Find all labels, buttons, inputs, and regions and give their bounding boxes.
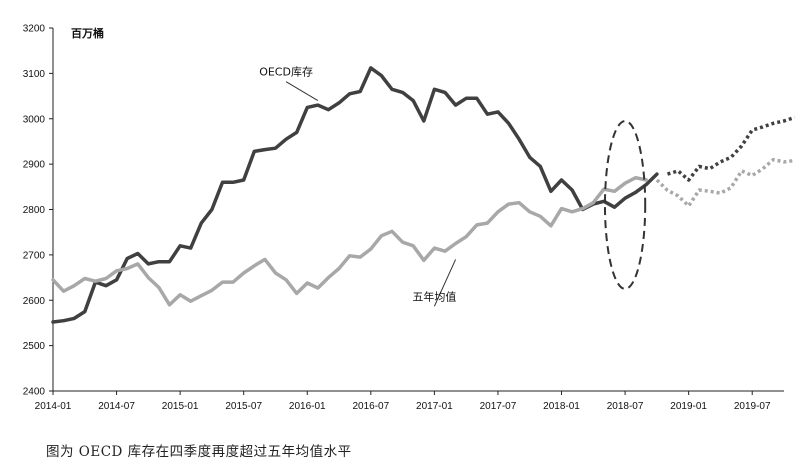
x-tick-label: 2016-01: [289, 401, 326, 412]
oecd-inventory-solid-line: [51, 66, 659, 324]
figure-caption: 图为 OECD 库存在四季度再度超过五年均值水平: [46, 444, 352, 460]
y-tick-label: 2500: [23, 341, 46, 352]
five-year-average-dotted-line: [655, 157, 795, 208]
x-tick-label: 2015-01: [162, 401, 199, 412]
x-tick-label: 2016-07: [352, 401, 389, 412]
y-tick-label: 2900: [23, 160, 46, 171]
y-tick-label: 2600: [23, 296, 46, 307]
y-tick-label: 3100: [23, 69, 46, 80]
y-tick-label: 3200: [23, 24, 46, 35]
annotation-leader: [433, 259, 457, 307]
annotation-label: 五年均值: [412, 289, 456, 303]
x-tick-label: 2014-01: [35, 401, 72, 412]
x-tick-label: 2019-07: [734, 401, 771, 412]
x-tick-label: 2018-07: [607, 401, 644, 412]
chart-container: 2400 2500 2600 2700 2800 2900 3000 3100 3200 2014…: [23, 24, 796, 412]
five-year-average-solid-line: [51, 175, 649, 307]
x-tick-label: 2017-07: [480, 401, 517, 412]
x-tick-label: 2014-07: [98, 401, 135, 412]
y-tick-label: 3000: [23, 114, 46, 125]
annotation-leader: [285, 81, 319, 102]
y-tick-label: 2400: [23, 387, 46, 398]
x-tick-label: 2018-01: [543, 401, 580, 412]
annotation-label: OECD库存: [259, 65, 313, 79]
highlight-ellipse: [603, 120, 647, 290]
oecd-inventory-chart: 2400 2500 2600 2700 2800 2900 3000 3100 3200 2014…: [23, 24, 796, 412]
oecd-inventory-dotted-line: [666, 115, 796, 182]
y-tick-label: 2800: [23, 205, 46, 216]
y-unit-label: 百万桶: [71, 26, 104, 40]
x-tick-label: 2017-01: [416, 401, 453, 412]
x-tick-label: 2015-07: [225, 401, 262, 412]
x-tick-label: 2019-01: [670, 401, 707, 412]
y-tick-label: 2700: [23, 250, 46, 261]
